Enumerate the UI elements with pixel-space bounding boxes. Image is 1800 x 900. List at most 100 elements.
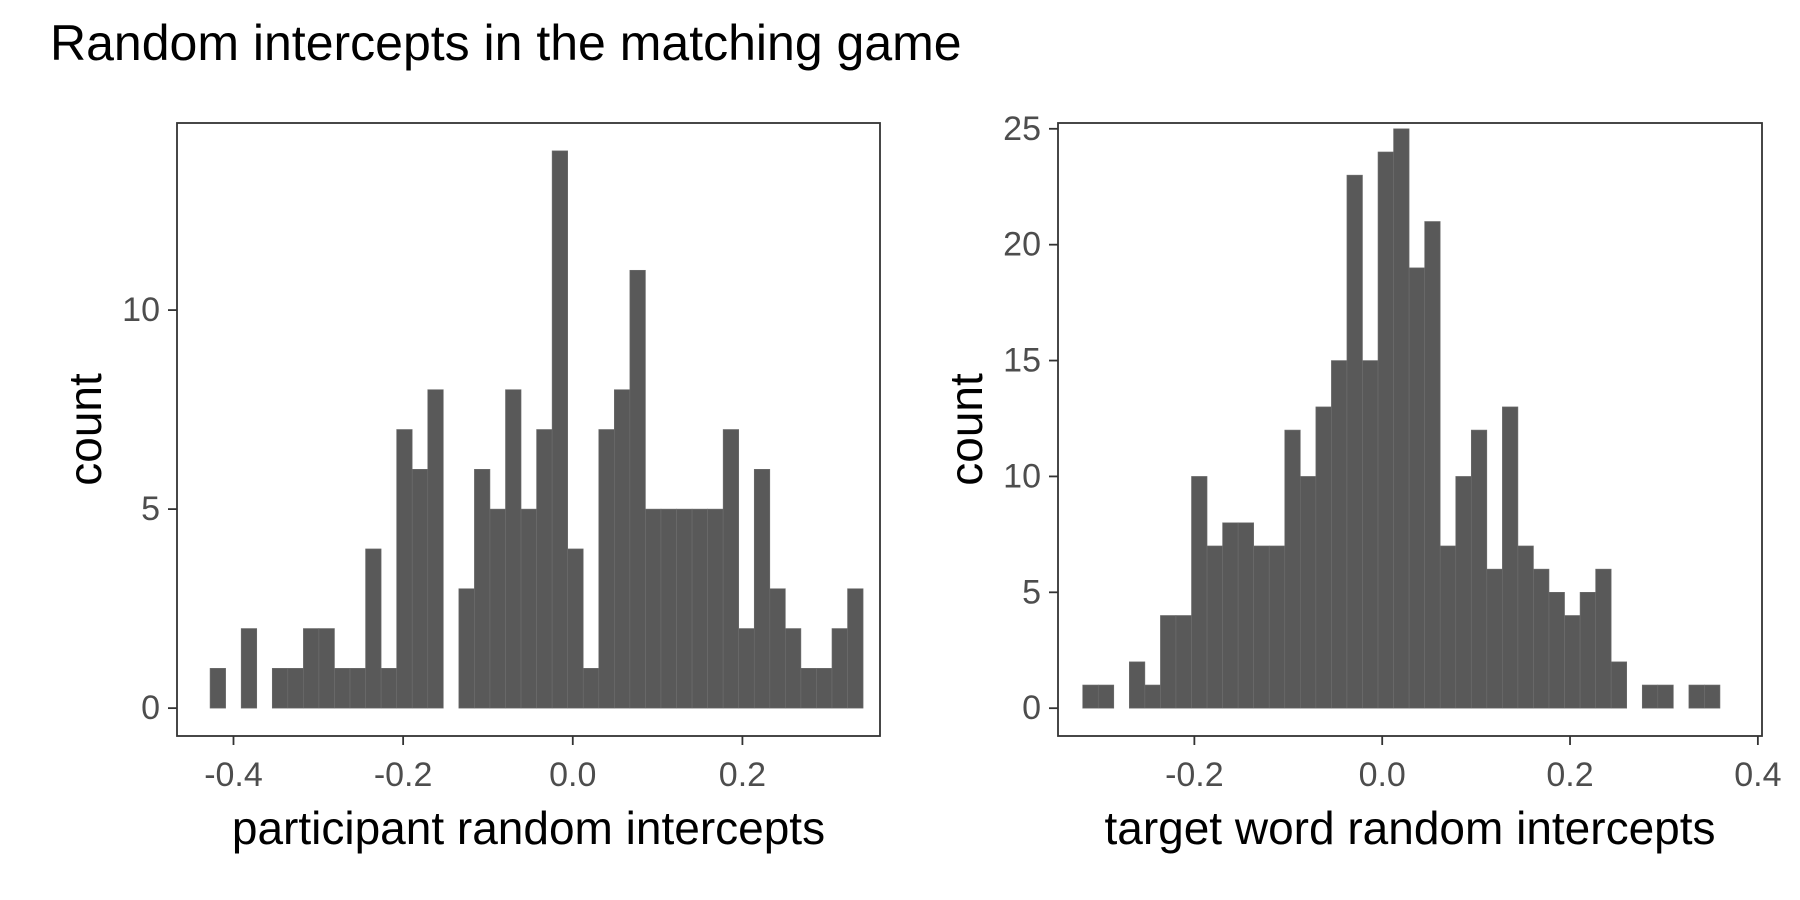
target-word-bar xyxy=(1657,684,1674,709)
participant-bar xyxy=(567,548,584,709)
participant-bar xyxy=(240,628,258,709)
target-word-bar xyxy=(1253,545,1270,709)
target-word-bar xyxy=(1610,661,1628,709)
participant-x-tick-label: -0.4 xyxy=(204,756,263,794)
participant-y-tick-label: 5 xyxy=(141,490,160,528)
target-word-histogram-panel: 0 5 10 15 20 25 -0.2 0.0 0.2 0.4 target word rando… xyxy=(940,110,1782,854)
target-word-bar xyxy=(1424,221,1441,709)
target-word-bar xyxy=(1191,476,1208,709)
target-word-bar xyxy=(1144,684,1161,709)
target-word-bar xyxy=(1564,615,1581,709)
participant-bar xyxy=(303,628,320,709)
target-word-bar xyxy=(1455,476,1472,709)
participant-bar xyxy=(800,668,817,709)
figure-title: Random intercepts in the matching game xyxy=(50,15,962,71)
participant-bar xyxy=(209,668,226,709)
target-word-x-tick-label: 0.4 xyxy=(1734,756,1781,794)
target-word-y-tick-label: 20 xyxy=(1003,226,1041,264)
participant-bar xyxy=(676,508,693,709)
participant-bar xyxy=(769,588,786,709)
participant-bar xyxy=(660,508,677,709)
participant-bar xyxy=(816,668,833,709)
target-word-bar xyxy=(1097,684,1115,709)
participant-y-tick-label: 10 xyxy=(122,291,160,329)
participant-bar xyxy=(318,628,335,709)
participant-x-tick-label: 0.2 xyxy=(719,756,766,794)
participant-bar xyxy=(334,668,351,709)
participant-x-tick-label: 0.0 xyxy=(549,756,596,794)
target-word-bar xyxy=(1362,360,1379,709)
participant-y-tick-label: 0 xyxy=(141,689,160,727)
participant-x-axis-title: participant random intercepts xyxy=(232,802,825,854)
target-word-bar xyxy=(1502,406,1519,709)
participant-x-tick-label: -0.2 xyxy=(374,756,433,794)
participant-bar xyxy=(753,469,771,709)
target-word-bar xyxy=(1160,615,1177,709)
target-word-bar xyxy=(1548,592,1565,709)
target-word-bar xyxy=(1595,568,1612,709)
participant-bar xyxy=(738,628,755,709)
participant-bar xyxy=(271,668,289,709)
participant-bar xyxy=(458,588,475,709)
participant-bar xyxy=(598,429,615,709)
participant-bar xyxy=(629,269,646,709)
target-word-bar xyxy=(1284,429,1301,709)
participant-panel-border xyxy=(176,122,881,737)
target-word-bar xyxy=(1408,267,1425,709)
participant-bar xyxy=(707,508,724,709)
target-word-bar xyxy=(1439,545,1457,709)
target-word-bar xyxy=(1688,684,1705,709)
target-word-y-tick-label: 5 xyxy=(1022,573,1041,611)
participant-bar xyxy=(474,469,491,709)
target-word-bar xyxy=(1237,522,1254,709)
participant-bar xyxy=(365,548,382,709)
target-word-bar xyxy=(1393,128,1410,709)
target-word-bar xyxy=(1206,545,1223,709)
target-word-bar xyxy=(1641,684,1659,709)
target-word-y-tick-label: 15 xyxy=(1003,342,1041,380)
target-word-bar xyxy=(1517,545,1534,709)
participant-bar xyxy=(536,429,553,709)
participant-bar xyxy=(380,668,397,709)
participant-bar xyxy=(427,389,444,709)
target-word-bar xyxy=(1315,406,1332,709)
participant-histogram-panel: 0 5 10 -0.4 -0.2 0.0 0.2 participant random int… xyxy=(59,122,881,854)
participant-bar xyxy=(582,668,600,709)
participant-y-axis-title: count xyxy=(59,373,111,486)
target-word-y-tick-label: 10 xyxy=(1003,457,1041,495)
target-word-bar xyxy=(1268,545,1286,709)
participant-bar xyxy=(551,150,568,709)
participant-bar xyxy=(831,628,848,709)
participant-bar xyxy=(520,508,537,709)
target-word-bar xyxy=(1175,615,1192,709)
participant-bar xyxy=(614,389,631,709)
participant-bar xyxy=(785,628,802,709)
target-word-y-tick-label: 25 xyxy=(1003,110,1041,148)
participant-bar xyxy=(489,508,506,709)
target-word-x-tick-label: 0.0 xyxy=(1359,756,1406,794)
target-word-bar xyxy=(1533,568,1550,709)
target-word-bar xyxy=(1129,661,1146,709)
target-word-bar xyxy=(1377,151,1394,709)
target-word-bar xyxy=(1486,568,1503,709)
target-word-bar xyxy=(1222,522,1239,709)
target-word-bar xyxy=(1300,476,1317,709)
target-word-bar xyxy=(1470,429,1488,709)
participant-bar xyxy=(645,508,662,709)
target-word-panel-border xyxy=(1057,122,1763,737)
participant-bar xyxy=(396,429,413,709)
target-word-bar xyxy=(1331,360,1348,709)
participant-bar xyxy=(411,469,429,709)
target-word-y-tick-label: 0 xyxy=(1022,689,1041,727)
participant-bar xyxy=(847,588,864,709)
target-word-x-tick-label: 0.2 xyxy=(1546,756,1593,794)
participant-bar xyxy=(287,668,304,709)
target-word-y-axis-title: count xyxy=(940,373,992,486)
participant-bar xyxy=(691,508,708,709)
participant-bar xyxy=(349,668,366,709)
participant-bar xyxy=(505,389,522,709)
target-word-bar xyxy=(1579,592,1596,709)
target-word-x-tick-label: -0.2 xyxy=(1165,756,1224,794)
target-word-x-axis-title: target word random intercepts xyxy=(1104,802,1715,854)
